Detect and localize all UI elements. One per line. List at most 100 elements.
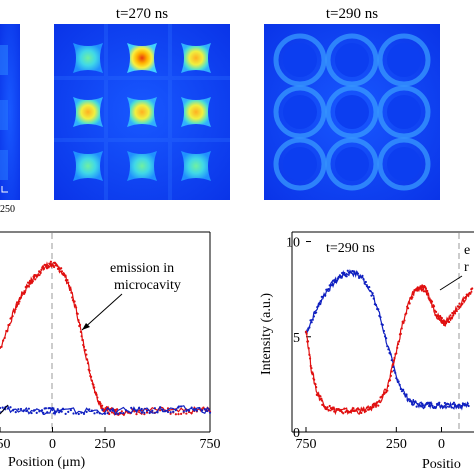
data-point xyxy=(180,405,183,408)
data-point xyxy=(305,332,308,335)
data-point xyxy=(90,409,93,412)
data-point xyxy=(92,383,95,386)
data-point xyxy=(352,407,355,410)
data-point xyxy=(315,385,318,389)
annotation-arrow-reference xyxy=(0,404,9,415)
data-point xyxy=(169,411,172,414)
data-point xyxy=(78,323,82,327)
data-point xyxy=(67,281,70,284)
data-point xyxy=(383,388,387,391)
x-tick-label: 250 xyxy=(95,437,116,452)
annotation-arrow-emission xyxy=(81,293,123,331)
data-point xyxy=(450,406,453,409)
data-point xyxy=(64,412,67,415)
data-point xyxy=(174,409,177,412)
data-point xyxy=(47,266,50,269)
data-point xyxy=(455,309,458,313)
data-point xyxy=(2,339,5,342)
data-point xyxy=(335,279,338,282)
data-point xyxy=(11,315,14,318)
data-point xyxy=(386,345,389,348)
data-point xyxy=(401,388,405,391)
data-point xyxy=(449,314,452,317)
emission-spot xyxy=(73,151,103,181)
ring-core xyxy=(387,43,421,77)
data-point xyxy=(71,296,74,299)
data-point xyxy=(57,411,61,414)
data-point xyxy=(33,409,36,412)
data-point xyxy=(27,407,30,410)
emission-spot xyxy=(73,97,103,127)
data-point xyxy=(93,386,96,389)
data-point xyxy=(408,302,411,305)
data-point xyxy=(318,303,321,306)
data-point xyxy=(52,412,55,415)
data-point xyxy=(98,412,101,415)
data-point xyxy=(174,413,177,416)
data-point xyxy=(440,316,444,320)
data-point xyxy=(327,409,330,412)
data-point xyxy=(44,407,48,410)
data-point xyxy=(393,356,396,360)
annotation-right-line1: e xyxy=(464,243,470,258)
data-point xyxy=(422,404,425,407)
data-point xyxy=(374,303,378,307)
data-point xyxy=(365,406,369,409)
data-point xyxy=(351,409,354,412)
data-point xyxy=(426,401,430,404)
data-point xyxy=(424,287,428,290)
data-point xyxy=(60,267,63,270)
data-point xyxy=(138,409,141,412)
data-point xyxy=(397,342,400,346)
data-point xyxy=(151,409,154,412)
y-tick-label: 5 xyxy=(293,331,300,346)
data-point xyxy=(22,409,25,412)
data-point xyxy=(438,317,441,321)
data-point xyxy=(453,312,457,315)
data-point xyxy=(443,322,446,325)
data-point xyxy=(96,411,99,414)
data-point xyxy=(395,377,398,380)
data-point xyxy=(133,410,136,413)
data-point xyxy=(431,404,434,407)
data-point xyxy=(46,411,49,414)
data-point xyxy=(362,407,365,410)
data-point xyxy=(342,273,345,276)
data-point xyxy=(61,407,65,410)
chart-right-title: t=290 ns xyxy=(326,241,375,256)
data-point xyxy=(187,409,191,412)
data-point xyxy=(307,347,310,350)
data-point xyxy=(453,403,457,406)
chart-right-ylabel: Intensity (a.u.) xyxy=(259,293,274,375)
data-point xyxy=(400,390,404,393)
data-point xyxy=(370,294,373,297)
data-point xyxy=(352,270,355,273)
data-point xyxy=(58,270,61,273)
data-point xyxy=(345,275,348,278)
data-point xyxy=(368,285,371,289)
data-point xyxy=(60,410,63,413)
data-point xyxy=(208,411,212,414)
data-point xyxy=(407,398,410,401)
data-point xyxy=(464,295,467,299)
data-point xyxy=(378,399,381,402)
data-point xyxy=(442,406,445,409)
emission-ring xyxy=(325,85,379,139)
emission-ring xyxy=(273,85,327,139)
data-point xyxy=(114,412,117,416)
data-point xyxy=(416,402,419,406)
data-point xyxy=(453,310,456,313)
data-point xyxy=(69,288,72,291)
data-point xyxy=(26,281,30,284)
data-point xyxy=(399,387,402,391)
data-point xyxy=(427,404,431,408)
ring-core xyxy=(335,147,369,181)
data-point xyxy=(76,312,79,315)
data-point xyxy=(471,287,474,290)
x-tick-label: 0 xyxy=(49,437,56,452)
data-point xyxy=(382,392,386,396)
data-point xyxy=(460,404,463,408)
data-point xyxy=(31,280,34,283)
data-point xyxy=(330,283,334,287)
